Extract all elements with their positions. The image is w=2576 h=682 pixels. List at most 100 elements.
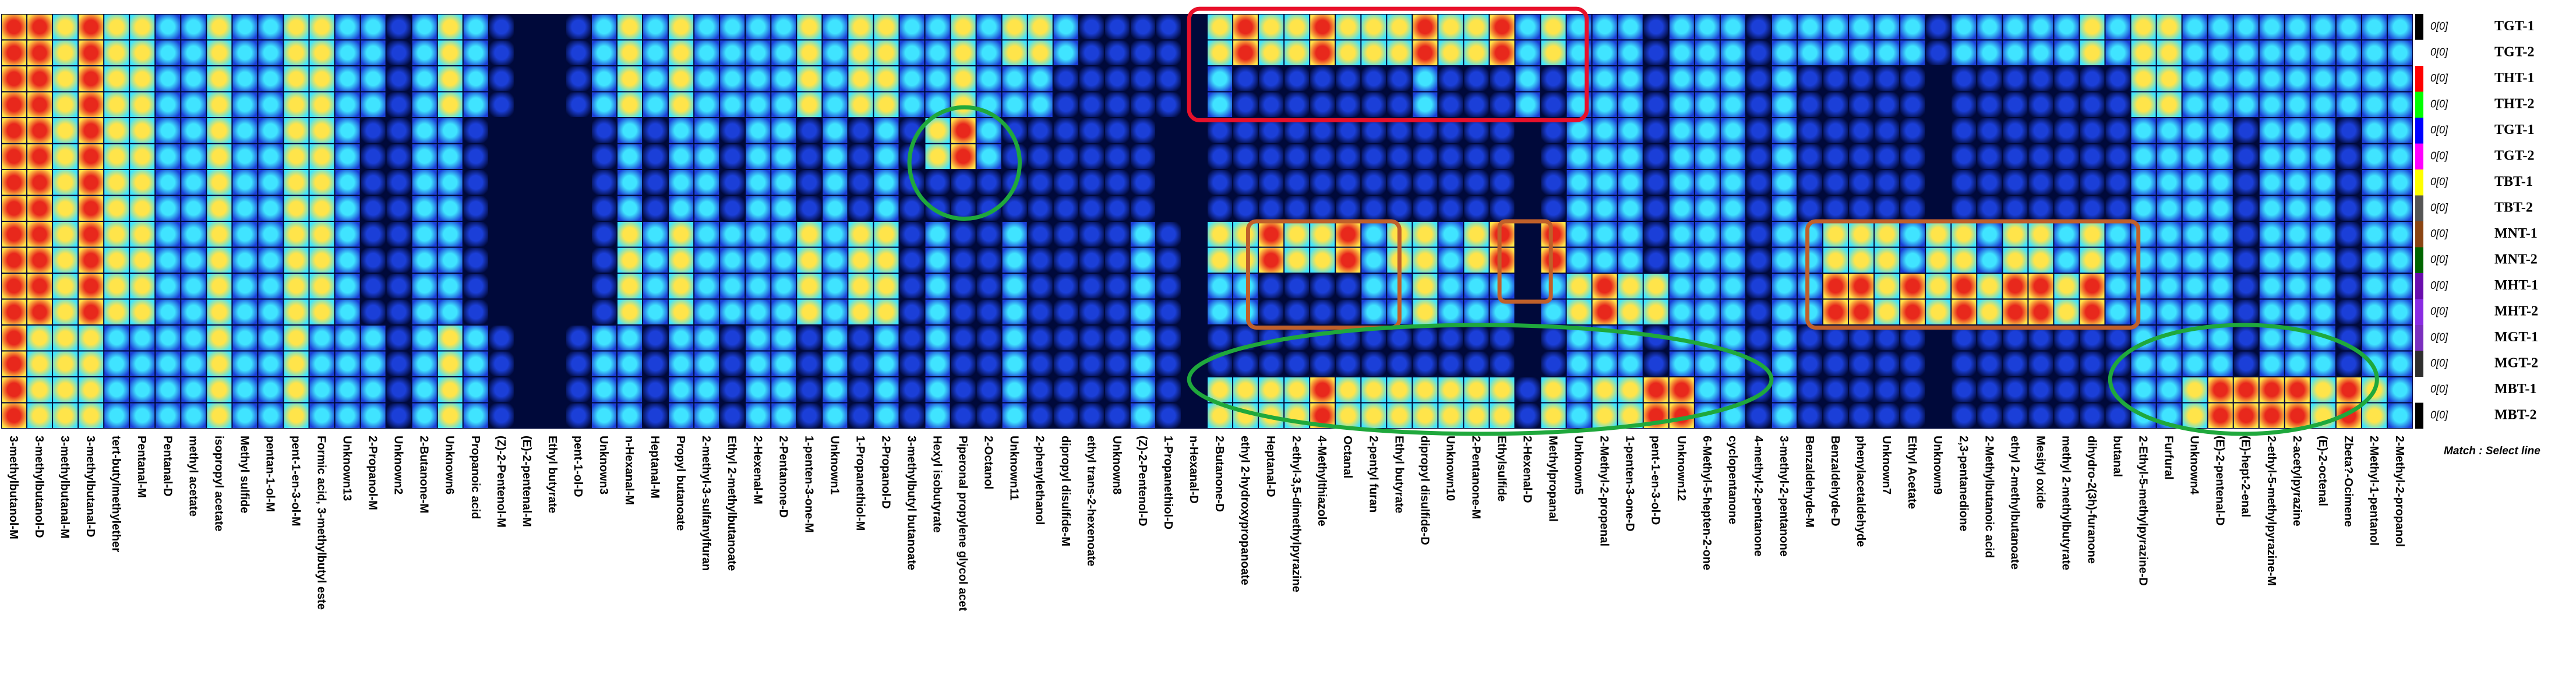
heatmap-cell: [1797, 377, 1823, 402]
heatmap-cell: [2362, 196, 2387, 221]
heatmap-cell: [1285, 144, 1310, 169]
heatmap-cell: [1875, 326, 1900, 351]
heatmap-cell: [1336, 170, 1361, 195]
heatmap-cell: [1618, 40, 1643, 65]
heatmap-cell: [2233, 299, 2259, 324]
heatmap-cell: [1079, 118, 1104, 143]
column-label: 4-Methylthiazole: [1315, 436, 1328, 526]
heatmap-cell: [1130, 351, 1155, 376]
heatmap-cell: [2080, 196, 2105, 221]
heatmap-cell: [2310, 40, 2335, 65]
heatmap-cell: [1618, 196, 1643, 221]
heatmap-cell: [361, 92, 386, 117]
heatmap-cell: [1156, 196, 1181, 221]
heatmap-cell: [591, 377, 617, 402]
heatmap-cell: [79, 326, 104, 351]
heatmap-cell: [1515, 248, 1540, 273]
heatmap-cell: [1208, 248, 1233, 273]
heatmap-cell: [1849, 351, 1874, 376]
heatmap-cell: [79, 15, 104, 40]
heatmap-cell: [1259, 66, 1284, 91]
heatmap-cell: [386, 66, 411, 91]
heatmap-cell: [1746, 15, 1771, 40]
heatmap-cell: [156, 15, 181, 40]
heatmap-cell: [617, 274, 643, 299]
heatmap-cell: [1259, 248, 1284, 273]
column-label: 3-methylbutanal-D: [84, 436, 97, 537]
heatmap-cell: [874, 351, 899, 376]
heatmap-cell: [130, 248, 155, 273]
heatmap-cell: [746, 326, 771, 351]
heatmap-cell: [1413, 15, 1438, 40]
heatmap-cell: [79, 170, 104, 195]
heatmap-cell: [1130, 66, 1155, 91]
heatmap-cell: [1361, 196, 1386, 221]
heatmap-cell: [232, 274, 257, 299]
heatmap-cell: [1977, 144, 2002, 169]
heatmap-cell: [335, 222, 360, 247]
heatmap-cell: [2, 274, 27, 299]
heatmap-cell: [1079, 274, 1104, 299]
heatmap-cell: [1797, 351, 1823, 376]
heatmap-cell: [309, 118, 334, 143]
heatmap-cell: [540, 326, 565, 351]
heatmap-cell: [258, 299, 283, 324]
heatmap-cell: [2157, 92, 2182, 117]
column-label: Ethylsulfide: [1495, 436, 1508, 501]
heatmap-cell: [1387, 326, 1412, 351]
column-label: Hexyl isobutyrate: [931, 436, 944, 533]
heatmap-cell: [643, 326, 668, 351]
heatmap-cell: [1259, 40, 1284, 65]
heatmap-cell: [1028, 222, 1053, 247]
heatmap-cell: [2233, 118, 2259, 143]
heatmap-cell: [2387, 15, 2412, 40]
column-label: 2-Butanone-D: [1213, 436, 1226, 512]
heatmap-cell: [2105, 196, 2130, 221]
heatmap-cell: [1746, 144, 1771, 169]
column-label: 2-Hexenal-D: [1521, 436, 1534, 503]
heatmap-cell: [2233, 40, 2259, 65]
heatmap-cell: [2233, 403, 2259, 428]
heatmap-cell: [925, 274, 950, 299]
heatmap-cell: [53, 351, 78, 376]
match-label: 0[0]: [2430, 72, 2448, 84]
heatmap-cell: [2362, 403, 2387, 428]
heatmap-cell: [2182, 299, 2207, 324]
heatmap-cell: [874, 15, 899, 40]
heatmap-cell: [514, 92, 539, 117]
heatmap-cell: [284, 248, 309, 273]
heatmap-cell: [2387, 66, 2412, 91]
heatmap-cell: [2105, 170, 2130, 195]
heatmap-cell: [874, 170, 899, 195]
heatmap-cell: [1130, 222, 1155, 247]
heatmap-cell: [1104, 15, 1130, 40]
heatmap-cell: [694, 15, 719, 40]
row-label: MGT-2: [2494, 355, 2538, 370]
heatmap-cell: [2259, 222, 2284, 247]
heatmap-cell: [207, 403, 232, 428]
heatmap-cell: [1002, 92, 1027, 117]
heatmap-cell: [1695, 40, 1720, 65]
heatmap-cell: [489, 248, 514, 273]
heatmap-cell: [643, 403, 668, 428]
heatmap-cell: [1156, 403, 1181, 428]
heatmap-cell: [1977, 92, 2002, 117]
heatmap-cell: [1208, 222, 1233, 247]
heatmap-cell: [2336, 15, 2361, 40]
heatmap-cell: [1541, 15, 1566, 40]
heatmap-cell: [412, 144, 437, 169]
heatmap-cell: [848, 351, 873, 376]
heatmap-cell: [2285, 274, 2310, 299]
heatmap-cell: [694, 274, 719, 299]
heatmap-cell: [643, 248, 668, 273]
heatmap-cell: [643, 274, 668, 299]
heatmap-cell: [1310, 351, 1335, 376]
heatmap-cell: [617, 403, 643, 428]
heatmap-cell: [1746, 274, 1771, 299]
heatmap-cell: [1361, 274, 1386, 299]
heatmap-cell: [1233, 118, 1258, 143]
heatmap-cell: [386, 92, 411, 117]
heatmap-cell: [1515, 196, 1540, 221]
heatmap-cell: [1643, 299, 1668, 324]
heatmap-cell: [258, 248, 283, 273]
